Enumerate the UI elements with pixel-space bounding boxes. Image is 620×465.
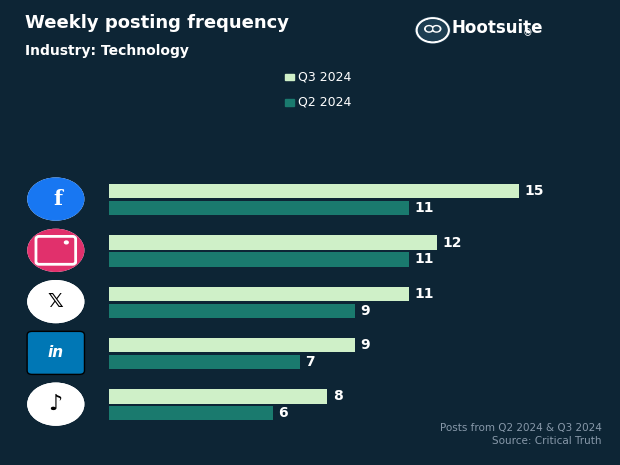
Text: 9: 9: [360, 304, 370, 318]
Bar: [108, 304, 355, 318]
Text: 6: 6: [278, 406, 288, 420]
Bar: [108, 406, 273, 420]
Bar: [108, 338, 355, 352]
Bar: [108, 389, 327, 404]
Text: 7: 7: [306, 355, 315, 369]
Text: 9: 9: [360, 338, 370, 352]
Text: Q2 2024: Q2 2024: [298, 96, 352, 109]
Text: Hootsuite: Hootsuite: [451, 19, 543, 37]
Text: Q3 2024: Q3 2024: [298, 70, 352, 83]
Text: 𝕏: 𝕏: [48, 292, 64, 311]
Text: f: f: [53, 189, 62, 209]
Text: Posts from Q2 2024 & Q3 2024
Source: Critical Truth: Posts from Q2 2024 & Q3 2024 Source: Cri…: [440, 423, 601, 446]
Text: ®: ®: [523, 28, 533, 38]
Bar: [108, 201, 409, 215]
Text: in: in: [48, 345, 64, 360]
Text: 15: 15: [525, 184, 544, 198]
Bar: [108, 235, 436, 250]
Text: 11: 11: [415, 201, 435, 215]
Text: 8: 8: [333, 389, 342, 403]
Text: 11: 11: [415, 252, 435, 266]
Bar: [108, 355, 300, 369]
Bar: [108, 184, 519, 199]
Text: Industry: Technology: Industry: Technology: [25, 44, 188, 58]
Text: Weekly posting frequency: Weekly posting frequency: [25, 14, 289, 32]
Bar: [108, 286, 409, 301]
Text: ♪: ♪: [49, 394, 63, 414]
Text: 12: 12: [442, 235, 462, 250]
Text: 11: 11: [415, 287, 435, 301]
Bar: [108, 252, 409, 266]
